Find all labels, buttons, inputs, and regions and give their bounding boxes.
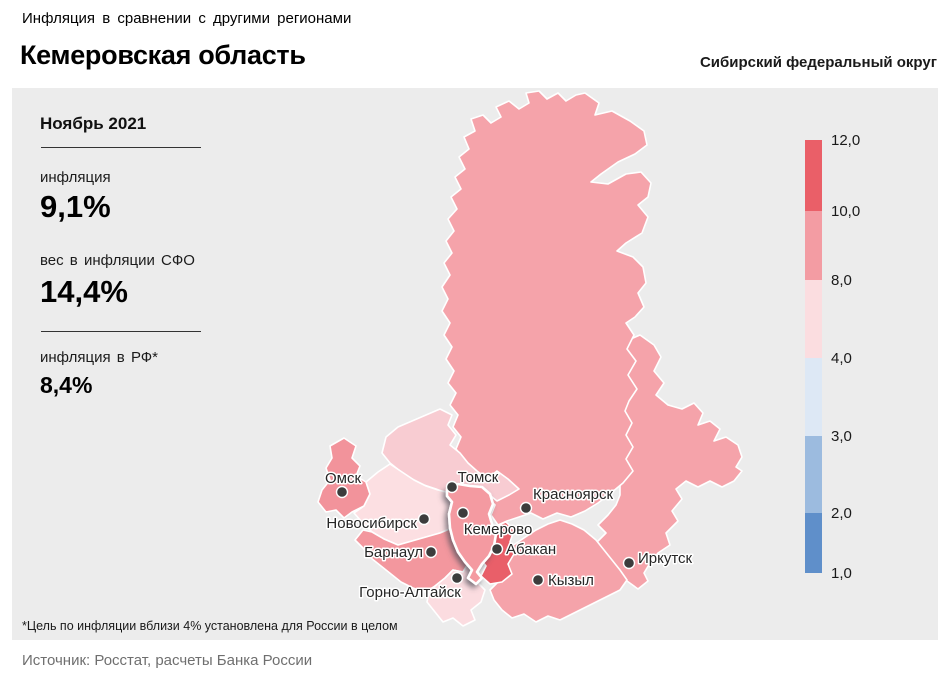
stat-inflation-value: 9,1%: [40, 189, 111, 224]
report-subtitle: Инфляция в сравнении с другими регионами: [22, 10, 352, 27]
city-dot-abakan: [490, 542, 504, 556]
city-label-gorno-altaysk: Горно-Алтайск: [359, 584, 461, 601]
city-label-novosibirsk: Новосибирск: [326, 515, 417, 532]
legend-tick-label: 1,0: [831, 565, 852, 582]
footnote: *Цель по инфляции вблизи 4% установлена …: [22, 619, 398, 633]
stat-weight-value: 14,4%: [40, 274, 128, 309]
city-dot-irkutsk: [622, 556, 636, 570]
city-label-barnaul: Барнаул: [364, 544, 423, 561]
city-label-kyzyl: Кызыл: [548, 572, 594, 589]
city-dot-krasnoyarsk: [519, 501, 533, 515]
city-label-kemerovo: Кемерово: [464, 521, 533, 538]
city-dot-kemerovo: [456, 506, 470, 520]
region-krasnoyarsk-krai: [441, 90, 652, 526]
legend-tick-label: 2,0: [831, 505, 852, 522]
region-omsk-oblast: [317, 437, 371, 519]
legend-tick-label: 4,0: [831, 350, 852, 367]
stat-rf-inflation-value: 8,4%: [40, 372, 93, 398]
city-dot-barnaul: [424, 545, 438, 559]
divider-line: [41, 331, 201, 332]
district-label: Сибирский федеральный округ: [699, 54, 937, 71]
city-dot-kyzyl: [531, 573, 545, 587]
city-dot-omsk: [335, 485, 349, 499]
legend-tick-label: 3,0: [831, 428, 852, 445]
period-label: Ноябрь 2021: [40, 114, 147, 133]
city-label-abakan: Абакан: [506, 541, 556, 558]
stat-inflation-label: инфляция: [40, 169, 111, 186]
legend-tick-label: 10,0: [831, 203, 860, 220]
legend-tick-label: 8,0: [831, 272, 852, 289]
city-dot-novosibirsk: [417, 512, 431, 526]
city-label-omsk: Омск: [325, 470, 361, 487]
city-dot-tomsk: [445, 480, 459, 494]
legend-segment: [805, 513, 822, 573]
stat-rf-inflation-label: инфляция в РФ*: [40, 349, 159, 366]
region-tuva-republic: [489, 519, 628, 623]
legend-tick-label: 12,0: [831, 132, 860, 149]
divider-line: [41, 147, 201, 148]
page-title: Кемеровская область: [20, 40, 306, 70]
city-label-krasnoyarsk: Красноярск: [533, 486, 614, 503]
legend-segment: [805, 436, 822, 513]
source-line: Источник: Росстат, расчеты Банка России: [22, 652, 313, 669]
stat-weight-label: вес в инфляции СФО: [40, 252, 195, 269]
region-irkutsk-oblast: [595, 334, 743, 590]
legend-segment: [805, 211, 822, 280]
city-label-irkutsk: Иркутск: [638, 550, 693, 567]
city-label-tomsk: Томск: [458, 469, 499, 486]
legend-segment: [805, 280, 822, 358]
city-dot-gorno-altaysk: [450, 571, 464, 585]
legend-segment: [805, 140, 822, 211]
legend-segment: [805, 358, 822, 436]
